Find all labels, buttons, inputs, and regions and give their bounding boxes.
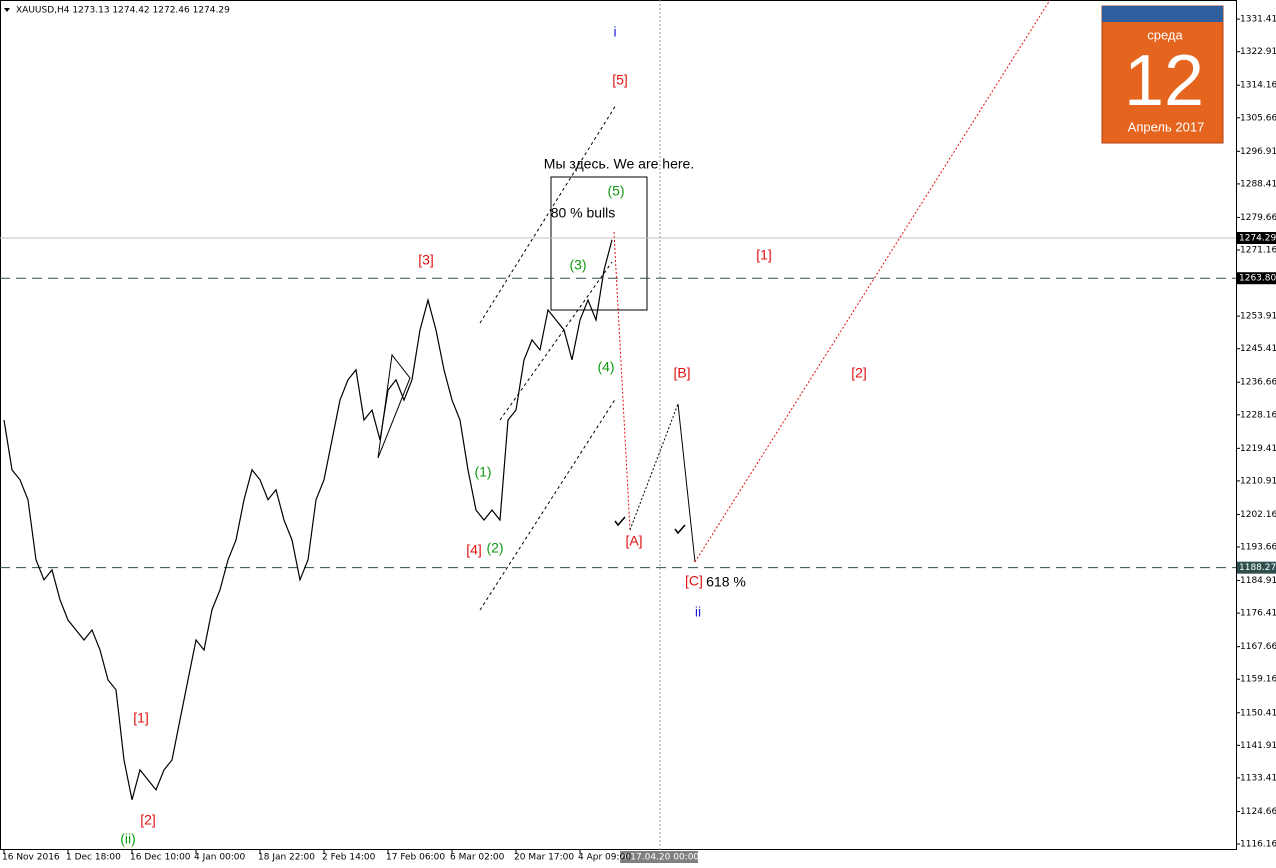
wave-label: [B] bbox=[673, 365, 690, 381]
y-tick-label: 1124.66 bbox=[1240, 807, 1276, 817]
wave-label: [2] bbox=[851, 365, 867, 381]
calendar-day: 12 bbox=[1124, 41, 1204, 121]
x-tick-label: 16 Nov 2016 bbox=[2, 853, 60, 863]
y-tick-label: 1219.41 bbox=[1240, 444, 1276, 454]
calendar-weekday: среда bbox=[1147, 27, 1183, 42]
wave-label: [A] bbox=[625, 533, 642, 549]
wave-label: (5) bbox=[607, 183, 624, 199]
corner bbox=[1236, 850, 1276, 868]
wave-label: (3) bbox=[569, 257, 586, 273]
forecast-line bbox=[694, 0, 1051, 563]
price-line-series bbox=[3, 239, 613, 800]
forecast-line bbox=[613, 231, 631, 531]
x-tick-label: 2 Feb 14:00 bbox=[322, 853, 376, 863]
price-label-bg bbox=[1237, 232, 1276, 245]
calendar-rings bbox=[1102, 6, 1223, 22]
x-tick-label: 17 Feb 06:00 bbox=[386, 853, 445, 863]
y-tick-label: 1245.41 bbox=[1240, 344, 1276, 354]
wave-label: [5] bbox=[612, 72, 628, 88]
calendar-body bbox=[1101, 5, 1224, 144]
y-tick-label: 1176.41 bbox=[1240, 609, 1276, 619]
box bbox=[550, 176, 648, 311]
price-label: 1274.29 bbox=[1239, 234, 1276, 244]
wave-label: (4) bbox=[597, 359, 614, 375]
y-tick-label: 1193.66 bbox=[1240, 543, 1276, 553]
y-tick-label: 1141.91 bbox=[1240, 741, 1276, 751]
wave-label: (ii) bbox=[120, 831, 136, 847]
wave-label: [1] bbox=[133, 710, 149, 726]
wave-label: 618 % bbox=[706, 574, 746, 590]
wave-label: [2] bbox=[140, 812, 156, 828]
y-tick-label: 1271.16 bbox=[1240, 246, 1276, 256]
y-tick-label: 1236.66 bbox=[1240, 378, 1276, 388]
price-label: 1188.27 bbox=[1239, 563, 1276, 573]
x-tick-label: 18 Jan 22:00 bbox=[258, 853, 315, 863]
wave-label: [4] bbox=[466, 542, 482, 558]
y-tick-label: 1322.91 bbox=[1240, 47, 1276, 57]
y-tick-label: 1331.41 bbox=[1240, 15, 1276, 25]
wave-label: [C] bbox=[685, 573, 703, 589]
wave-label: (1) bbox=[474, 464, 491, 480]
y-tick-label: 1116.16 bbox=[1240, 840, 1276, 850]
check-mark bbox=[674, 524, 686, 535]
wave-label: 80 % bulls bbox=[551, 205, 616, 221]
cursor-label: 2017.04.20 00:00 bbox=[619, 853, 700, 863]
wave-label: ii bbox=[695, 604, 701, 620]
wave-label: [1] bbox=[756, 247, 772, 263]
y-tick-label: 1133.41 bbox=[1240, 773, 1276, 783]
price-label: 1263.80 bbox=[1239, 274, 1276, 284]
wave-label: [3] bbox=[418, 252, 434, 268]
y-tick-label: 1210.91 bbox=[1240, 476, 1276, 486]
x-tick-label: 4 Jan 00:00 bbox=[194, 853, 246, 863]
cursor-label-bg bbox=[620, 851, 698, 863]
price-label-bg bbox=[1237, 272, 1276, 285]
y-tick-label: 1150.41 bbox=[1240, 708, 1276, 718]
x-tick-label: 6 Mar 02:00 bbox=[450, 853, 505, 863]
y-tick-label: 1288.41 bbox=[1240, 179, 1276, 189]
y-tick-label: 1228.16 bbox=[1240, 410, 1276, 420]
y-tick-label: 1202.16 bbox=[1240, 510, 1276, 520]
x-tick-label: 20 Mar 17:00 bbox=[514, 853, 574, 863]
calendar: среда 12 Апрель 2017 bbox=[1101, 5, 1224, 144]
y-tick-label: 1184.91 bbox=[1240, 576, 1276, 586]
wave-label: Мы здесь. We are here. bbox=[544, 156, 694, 172]
price-label-bg bbox=[1237, 561, 1276, 574]
wave-label: i bbox=[613, 24, 616, 40]
chart-title: XAUUSD,H4 1273.13 1274.42 1272.46 1274.2… bbox=[16, 6, 230, 16]
y-tick-label: 1167.66 bbox=[1240, 642, 1276, 652]
plot-frame bbox=[0, 0, 1237, 850]
forecast-line bbox=[629, 403, 679, 531]
x-tick-label: 16 Dec 10:00 bbox=[130, 853, 191, 863]
wave-label: (2) bbox=[486, 540, 503, 556]
y-tick-label: 1279.66 bbox=[1240, 213, 1276, 223]
forecast-line bbox=[677, 403, 696, 563]
menu-icon bbox=[4, 8, 10, 12]
y-tick-label: 1296.91 bbox=[1240, 147, 1276, 157]
y-tick-label: 1253.91 bbox=[1240, 312, 1276, 322]
y-tick-label: 1314.16 bbox=[1240, 81, 1276, 91]
channel-line bbox=[479, 104, 617, 324]
x-tick-label: 4 Apr 09:00 bbox=[578, 853, 631, 863]
y-tick-label: 1159.16 bbox=[1240, 675, 1276, 685]
x-tick-label: 1 Dec 18:00 bbox=[66, 853, 121, 863]
check-mark bbox=[614, 516, 626, 527]
calendar-month: Апрель 2017 bbox=[1128, 119, 1205, 134]
y-tick-label: 1305.66 bbox=[1240, 113, 1276, 123]
